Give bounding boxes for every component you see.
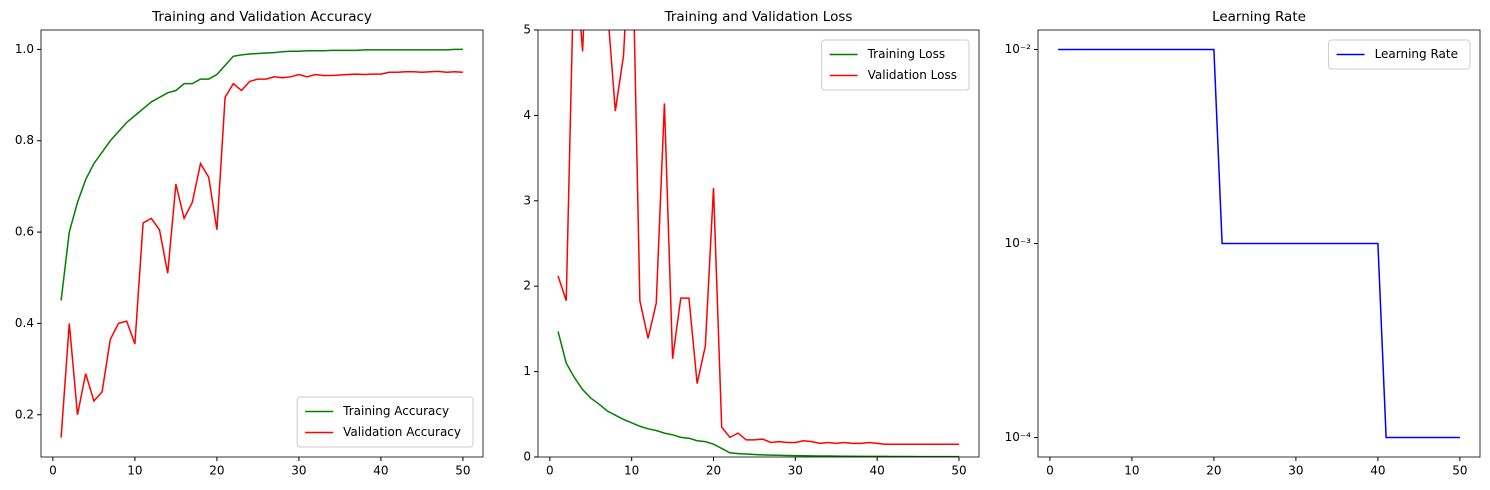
series-line <box>60 70 463 438</box>
legend-label: Training Accuracy <box>342 404 449 418</box>
x-tick-label: 10 <box>127 464 142 478</box>
series-line <box>60 48 463 301</box>
x-tick-label: 0 <box>546 464 554 478</box>
legend: Learning Rate <box>1328 39 1471 70</box>
y-tick-label: 1 <box>523 364 531 378</box>
y-tick-label: 10⁻² <box>1005 42 1032 56</box>
y-tick-label: 0.4 <box>15 316 34 330</box>
y-tick-label: 2 <box>523 279 531 293</box>
subplot: Learning Rate 0 10 20 30 40 50 10⁻⁴ 10⁻³ 10⁻² Lear… <box>1005 9 1481 478</box>
chart-title: Training and Validation Accuracy <box>151 9 372 25</box>
x-tick-label: 20 <box>209 464 224 478</box>
x-tick-label: 40 <box>869 464 884 478</box>
x-tick-label: 20 <box>706 464 721 478</box>
chart-title: Training and Validation Loss <box>664 9 853 25</box>
series-line <box>1058 48 1460 439</box>
legend-box <box>821 39 970 91</box>
axes-frame <box>537 29 980 458</box>
y-tick-label: 0 <box>523 450 531 464</box>
legend: Training Accuracy Validation Accuracy <box>296 396 474 448</box>
legend-label: Learning Rate <box>1375 47 1458 61</box>
legend-box <box>296 396 474 448</box>
x-tick-label: 30 <box>1288 464 1303 478</box>
x-tick-label: 40 <box>373 464 388 478</box>
x-tick-label: 30 <box>291 464 306 478</box>
axes-frame <box>1037 29 1481 458</box>
x-tick-label: 50 <box>455 464 470 478</box>
y-tick-label: 5 <box>523 23 531 37</box>
chart-title: Learning Rate <box>1212 9 1306 25</box>
subplot: Training and Validation Accuracy 0 10 20 30 4… <box>15 9 484 478</box>
y-tick-label: 0.8 <box>15 133 34 147</box>
y-tick-label: 10⁻³ <box>1005 236 1032 250</box>
legend-label: Training Loss <box>867 47 945 61</box>
x-tick-label: 30 <box>788 464 803 478</box>
x-tick-label: 0 <box>1046 464 1054 478</box>
y-tick-label: 10⁻⁴ <box>1005 430 1032 444</box>
x-tick-label: 50 <box>1452 464 1467 478</box>
y-tick-label: 3 <box>523 193 531 207</box>
y-tick-label: 4 <box>523 108 531 122</box>
legend: Training Loss Validation Loss <box>821 39 970 91</box>
legend-label: Validation Loss <box>868 68 957 82</box>
x-tick-label: 10 <box>1124 464 1139 478</box>
y-tick-label: 1.0 <box>15 42 34 56</box>
legend-label: Validation Accuracy <box>343 425 461 439</box>
y-tick-label: 0.2 <box>15 407 34 421</box>
series-line <box>557 331 959 457</box>
axes-frame <box>40 29 484 458</box>
y-tick-label: 0.6 <box>15 225 34 239</box>
subplot: Training and Validation Loss 0 10 20 30 40 50 0… <box>523 9 980 478</box>
legend-box <box>1328 39 1471 70</box>
x-tick-label: 40 <box>1370 464 1385 478</box>
x-tick-label: 20 <box>1206 464 1221 478</box>
x-tick-label: 0 <box>49 464 57 478</box>
x-tick-label: 10 <box>624 464 639 478</box>
x-tick-label: 50 <box>951 464 966 478</box>
